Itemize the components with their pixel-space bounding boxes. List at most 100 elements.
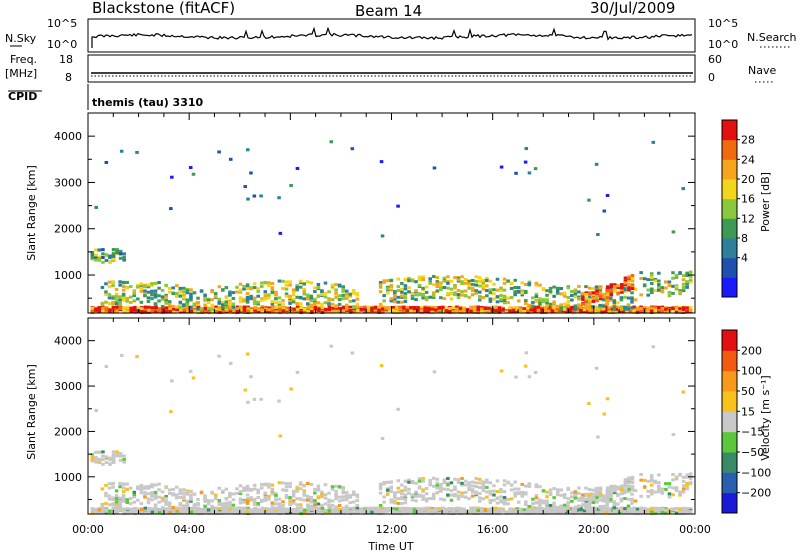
- velocity-cell: [524, 484, 528, 488]
- power-cell: [146, 283, 151, 287]
- velocity-cell: [259, 483, 264, 487]
- power-cell: [649, 273, 654, 277]
- power-cell: [516, 290, 521, 294]
- power-cell: [395, 309, 399, 313]
- velocity-cell: [178, 491, 183, 495]
- velocity-cell: [288, 496, 292, 500]
- power-cell: [295, 166, 300, 170]
- power-cell: [623, 276, 628, 280]
- power-cell: [439, 281, 443, 285]
- power-cell: [527, 303, 532, 307]
- power-cell: [657, 271, 661, 275]
- power-cell: [115, 248, 119, 252]
- power-cell: [252, 286, 257, 290]
- velocity-cell: [104, 501, 108, 505]
- velocity-cell: [688, 510, 693, 514]
- power-cell: [502, 288, 507, 292]
- power-cell: [639, 293, 643, 297]
- power-cell: [430, 310, 434, 314]
- velocity-cell: [143, 493, 147, 497]
- velocity-cell: [189, 510, 194, 514]
- power-cell: [274, 310, 279, 314]
- power-cell: [324, 308, 328, 312]
- power-cell: [598, 293, 603, 297]
- power-cell: [281, 279, 285, 283]
- velocity-cell: [573, 505, 578, 509]
- velocity-cell: [125, 507, 130, 511]
- power-cell: [395, 306, 399, 310]
- power-cell: [323, 291, 328, 295]
- power-cell: [175, 307, 180, 311]
- power-cell: [377, 308, 381, 312]
- velocity-cell: [566, 497, 571, 501]
- power-cell: [168, 307, 172, 311]
- velocity-cell: [572, 510, 576, 514]
- power-ylabel: Slant Range [km]: [25, 165, 38, 261]
- velocity-cell: [463, 483, 468, 487]
- velocity-cell: [419, 510, 424, 514]
- velocity-cell: [246, 352, 250, 356]
- velocity-cell: [424, 497, 429, 501]
- power-cell: [577, 296, 581, 300]
- velocity-cell: [135, 355, 139, 359]
- velocity-cell: [249, 509, 254, 513]
- velocity-cell: [453, 487, 457, 491]
- power-cell: [146, 285, 151, 289]
- velocity-cell: [502, 479, 507, 483]
- velocity-cell: [274, 506, 279, 510]
- power-cell: [552, 305, 556, 309]
- power-cell: [341, 293, 345, 297]
- velocity-cell: [118, 481, 122, 485]
- power-cell: [252, 282, 257, 286]
- power-cell: [400, 300, 404, 304]
- power-cell: [366, 309, 371, 313]
- x-tick-label: 16:00: [477, 523, 509, 536]
- power-cell: [185, 303, 190, 307]
- power-cell: [414, 298, 418, 302]
- velocity-cell: [302, 498, 307, 502]
- power-cell: [355, 297, 360, 301]
- velocity-cell: [252, 483, 257, 487]
- power-cell: [619, 298, 624, 302]
- power-cell: [442, 279, 447, 283]
- power-cell: [523, 160, 528, 164]
- power-cell: [430, 307, 434, 311]
- power-cell: [94, 256, 98, 260]
- power-cell: [477, 284, 482, 288]
- velocity-cell: [470, 488, 475, 492]
- power-cell: [118, 283, 122, 287]
- velocity-cell: [242, 500, 246, 504]
- power-cell: [256, 300, 260, 304]
- velocity-cell: [681, 507, 686, 511]
- power-cell: [330, 302, 335, 306]
- velocity-cell: [256, 490, 260, 494]
- velocity-cell: [446, 481, 450, 485]
- velocity-cell: [626, 504, 631, 508]
- power-cell: [217, 150, 221, 154]
- velocity-cell: [616, 487, 621, 491]
- velocity-cell: [405, 506, 410, 510]
- velocity-cell: [252, 500, 257, 504]
- velocity-cell: [334, 509, 339, 513]
- power-cell: [196, 309, 201, 313]
- power-cell: [531, 304, 535, 308]
- velocity-cell: [449, 498, 454, 502]
- velocity-cell: [267, 497, 271, 501]
- power-cell: [317, 309, 321, 313]
- velocity-cell: [385, 480, 390, 484]
- power-cell: [232, 309, 236, 313]
- power-cell: [421, 293, 425, 297]
- power-cell: [189, 309, 194, 313]
- velocity-cell: [630, 488, 635, 492]
- velocity-cell: [136, 487, 140, 491]
- power-cell: [150, 297, 154, 301]
- power-cell: [605, 294, 610, 298]
- velocity-cell: [664, 508, 668, 512]
- power-cell: [238, 305, 243, 309]
- power-cell: [607, 308, 612, 312]
- power-cell: [463, 277, 468, 281]
- velocity-cell: [291, 501, 296, 505]
- power-cell: [526, 310, 530, 314]
- power-cell: [259, 194, 263, 198]
